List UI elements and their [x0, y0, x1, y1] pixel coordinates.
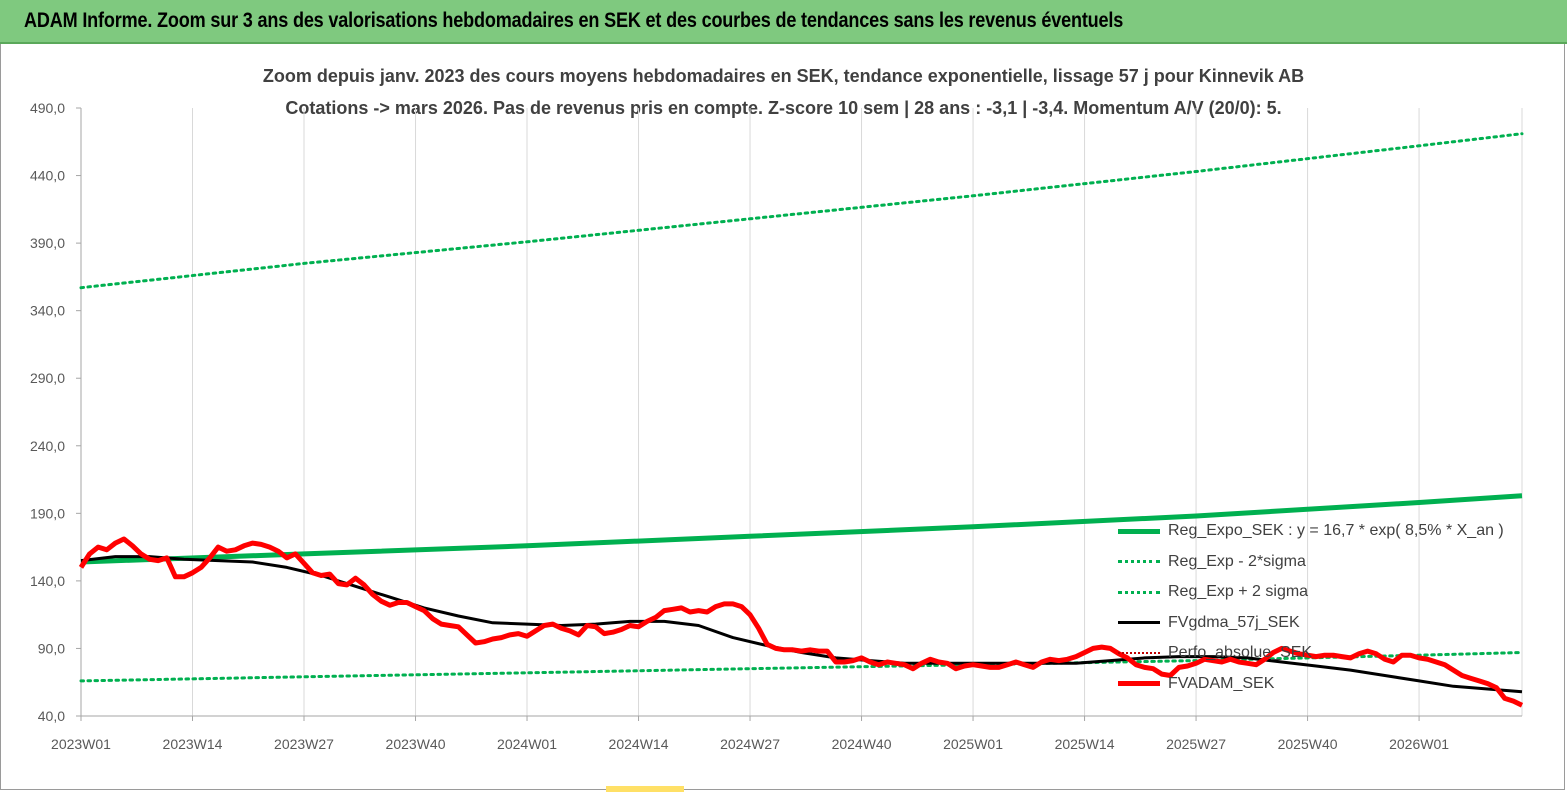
- chart-subtitle: Cotations -> mars 2026. Pas de revenus p…: [285, 98, 1282, 118]
- report-banner: ADAM Informe. Zoom sur 3 ans des valoris…: [0, 0, 1567, 44]
- legend-swatch: [1118, 590, 1160, 594]
- legend-swatch: [1118, 528, 1160, 534]
- y-tick-label: 440,0: [30, 168, 65, 184]
- legend-swatch: [1118, 652, 1160, 655]
- legend-entry: Perfo_absolue_SEK: [1118, 638, 1504, 669]
- y-tick-label: 140,0: [30, 573, 65, 589]
- series-line: [79, 132, 1524, 290]
- y-tick-label: 490,0: [30, 100, 65, 116]
- x-tick-label: 2025W27: [1166, 736, 1226, 752]
- sheet-tab-indicator: [606, 786, 684, 792]
- x-tick-label: 2024W27: [720, 736, 780, 752]
- legend-entry: FVADAM_SEK: [1118, 669, 1504, 700]
- y-tick-label: 390,0: [30, 235, 65, 251]
- legend-label: Reg_Expo_SEK : y = 16,7 * exp( 8,5% * X_…: [1168, 522, 1504, 540]
- legend-entry: Reg_Exp + 2 sigma: [1118, 577, 1504, 608]
- y-tick-label: 90,0: [38, 640, 65, 656]
- x-tick-label: 2024W14: [609, 736, 669, 752]
- chart-title: Zoom depuis janv. 2023 des cours moyens …: [262, 66, 1305, 86]
- legend-label: FVgdma_57j_SEK: [1168, 613, 1300, 631]
- legend-swatch: [1118, 681, 1160, 687]
- x-tick-label: 2025W01: [943, 736, 1003, 752]
- x-tick-label: 2024W40: [832, 736, 892, 752]
- x-tick-label: 2023W27: [274, 736, 334, 752]
- legend-swatch: [1118, 621, 1160, 625]
- y-tick-label: 190,0: [30, 505, 65, 521]
- y-tick-label: 290,0: [30, 370, 65, 386]
- y-tick-label: 340,0: [30, 303, 65, 319]
- legend-swatch: [1118, 560, 1160, 564]
- legend-entry: FVgdma_57j_SEK: [1118, 608, 1504, 639]
- x-tick-label: 2025W40: [1278, 736, 1338, 752]
- x-tick-label: 2023W14: [163, 736, 223, 752]
- legend-entry: Reg_Exp - 2*sigma: [1118, 547, 1504, 578]
- x-tick-label: 2026W01: [1389, 736, 1449, 752]
- x-tick-label: 2025W14: [1055, 736, 1115, 752]
- y-tick-label: 40,0: [38, 708, 65, 724]
- chart-legend: Reg_Expo_SEK : y = 16,7 * exp( 8,5% * X_…: [1118, 516, 1504, 699]
- legend-label: Reg_Exp - 2*sigma: [1168, 552, 1306, 570]
- legend-label: Perfo_absolue_SEK: [1168, 644, 1313, 662]
- legend-label: Reg_Exp + 2 sigma: [1168, 583, 1309, 601]
- x-tick-label: 2023W40: [386, 736, 446, 752]
- series-line: [80, 493, 1523, 565]
- legend-entry: Reg_Expo_SEK : y = 16,7 * exp( 8,5% * X_…: [1118, 516, 1504, 547]
- y-tick-label: 240,0: [30, 438, 65, 454]
- x-tick-label: 2023W01: [51, 736, 111, 752]
- legend-label: FVADAM_SEK: [1168, 674, 1275, 692]
- report-title: ADAM Informe. Zoom sur 3 ans des valoris…: [24, 9, 1124, 32]
- series-line: [78, 536, 1524, 708]
- x-tick-label: 2024W01: [497, 736, 557, 752]
